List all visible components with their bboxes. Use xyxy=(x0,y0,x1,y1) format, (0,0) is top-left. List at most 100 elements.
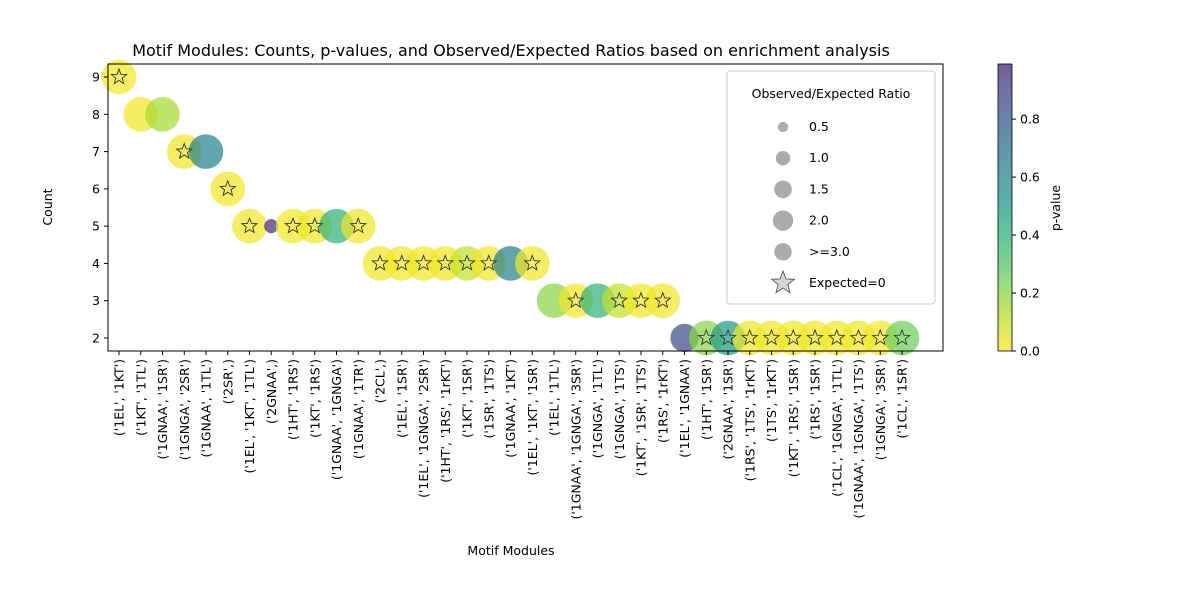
legend-marker-circle xyxy=(775,151,791,166)
x-tick-label: ('1RS', '1SR') xyxy=(808,359,823,440)
x-tick-label: ('1GNAA', '1GNGA', '3SR') xyxy=(568,359,583,520)
x-tick-label: ('2CL',) xyxy=(373,359,388,403)
y-tick-label: 2 xyxy=(92,330,100,345)
expected-zero-star xyxy=(218,179,237,197)
data-point xyxy=(188,134,224,169)
expected-zero-star xyxy=(479,254,498,271)
expected-zero-star xyxy=(871,328,890,346)
legend-marker-circle xyxy=(772,210,794,231)
x-tick-label: ('1RS', '1rKT') xyxy=(655,359,670,443)
data-point xyxy=(645,283,681,319)
expected-zero-star xyxy=(762,328,781,346)
data-point xyxy=(101,59,137,95)
x-tick-label: ('1TS', '1rKT') xyxy=(764,359,779,442)
expected-zero-star xyxy=(849,328,868,346)
expected-zero-star xyxy=(784,328,803,346)
y-tick-label: 7 xyxy=(92,144,100,159)
expected-zero-star xyxy=(827,328,846,346)
expected-zero-star xyxy=(392,254,411,271)
colorbar-tick-label: 0.2 xyxy=(1020,286,1040,301)
data-point xyxy=(514,246,550,281)
x-tick-label: ('1GNGA', '1TL') xyxy=(590,359,605,458)
x-tick-label: ('1GNGA', '1TS') xyxy=(612,359,627,459)
plot-frame xyxy=(107,63,944,352)
legend-entry-label: 1.5 xyxy=(809,181,829,196)
x-tick-label: ('1CL', '1GNGA', '1TL') xyxy=(829,359,844,497)
x-tick-label: ('1GNGA', '2SR') xyxy=(177,359,192,460)
expected-zero-star xyxy=(436,254,455,271)
x-tick-label: ('1EL', '1SR') xyxy=(394,359,409,438)
data-point xyxy=(884,320,920,356)
data-point xyxy=(340,208,376,244)
x-tick-label: ('2GNAA', '1SR') xyxy=(721,359,736,459)
colorbar-tick-label: 0.0 xyxy=(1020,344,1040,359)
expected-zero-star xyxy=(414,254,433,271)
y-axis: 2 3 4 5 6 7 8 9 xyxy=(92,70,108,345)
x-tick-label: ('2GNAA',) xyxy=(264,359,279,424)
y-tick-label: 6 xyxy=(92,181,100,196)
legend-entry-label: Expected=0 xyxy=(809,275,886,290)
expected-zero-star xyxy=(371,254,389,271)
expected-zero-star xyxy=(632,291,650,309)
expected-zero-star xyxy=(523,254,542,271)
legend-entry-label: 2.0 xyxy=(809,213,829,228)
legend-marker-circle xyxy=(774,180,792,199)
x-axis-label: Motif Modules xyxy=(467,543,554,558)
expected-zero-star xyxy=(893,328,911,346)
y-tick-label: 9 xyxy=(92,70,100,85)
x-tick-label: ('1HT', '1RS') xyxy=(286,359,301,440)
x-tick-label: ('1HT', '1RS', '1rKT') xyxy=(438,359,453,483)
legend-marker-circle xyxy=(774,243,792,261)
y-tick-label: 5 xyxy=(92,219,100,234)
y-tick-label: 8 xyxy=(92,107,100,122)
x-tick-label: ('1GNAA', '1SR') xyxy=(155,359,170,459)
expected-zero-star xyxy=(653,291,672,309)
points-layer xyxy=(101,59,920,356)
expected-zero-star xyxy=(719,328,737,346)
legend-entry-label: 0.5 xyxy=(809,119,829,134)
colorbar-tick-label: 0.4 xyxy=(1020,228,1040,243)
x-tick-label: ('1KT', '1TL') xyxy=(133,359,148,436)
expected-zero-star xyxy=(284,216,302,234)
x-tick-label: ('1GNAA', '1KT') xyxy=(503,359,518,458)
colorbar: 0.0 0.2 0.4 0.6 0.8 p-value xyxy=(997,63,1063,359)
expected-zero-star xyxy=(349,216,368,234)
expected-zero-star xyxy=(610,291,629,309)
x-tick-label: ('1EL', '1KT') xyxy=(112,359,127,436)
data-point xyxy=(232,208,267,244)
x-tick-label: ('1KT', '1RS') xyxy=(307,359,322,438)
data-point xyxy=(264,219,279,234)
x-tick-label: ('1GNGA', '3SR') xyxy=(873,359,888,460)
legend: Observed/Expected Ratio 0.5 1.0 1.5 2.0 >=3.… xyxy=(726,70,936,305)
expected-zero-star xyxy=(697,328,716,346)
expected-zero-star xyxy=(240,216,259,234)
colorbar-tick-label: 0.6 xyxy=(1020,170,1040,185)
expected-zero-star xyxy=(566,291,585,309)
x-tick-label: ('1GNAA', '1TR') xyxy=(351,359,366,459)
colorbar-tick-label: 0.8 xyxy=(1020,112,1040,127)
x-tick-label: ('1EL', '1TL') xyxy=(547,359,562,436)
x-tick-label: ('1KT', '1SR', '1TS') xyxy=(634,359,649,476)
x-tick-label: ('1EL', '1GNAA') xyxy=(677,359,692,458)
chart-title: Motif Modules: Counts, p-values, and Obs… xyxy=(132,41,890,60)
legend-entry-label: 1.0 xyxy=(809,150,829,165)
legend-entry-label: >=3.0 xyxy=(809,244,850,259)
expected-zero-star xyxy=(110,67,128,85)
legend-marker-star xyxy=(770,269,796,294)
x-tick-label: ('1HT', '1SR') xyxy=(699,359,714,440)
x-tick-label: ('1EL', '1KT', '1SR') xyxy=(525,359,540,475)
data-point xyxy=(210,171,246,207)
x-tick-label: ('1KT', '1SR') xyxy=(460,359,475,438)
stars-layer xyxy=(110,67,911,346)
expected-zero-star xyxy=(806,328,824,346)
expected-zero-star xyxy=(740,328,759,346)
x-tick-label: ('2SR',) xyxy=(220,359,235,404)
x-tick-label: ('1CL', '1SR') xyxy=(895,359,910,439)
colorbar-gradient xyxy=(997,63,1013,352)
y-tick-label: 4 xyxy=(92,256,100,271)
colorbar-label: p-value xyxy=(1048,185,1063,232)
x-tick-label: ('1EL', '1GNGA', '2SR') xyxy=(416,359,431,498)
x-tick-label: ('1SR', '1TS') xyxy=(481,359,496,439)
legend-marker-circle xyxy=(777,121,789,133)
expected-zero-star xyxy=(175,142,194,160)
